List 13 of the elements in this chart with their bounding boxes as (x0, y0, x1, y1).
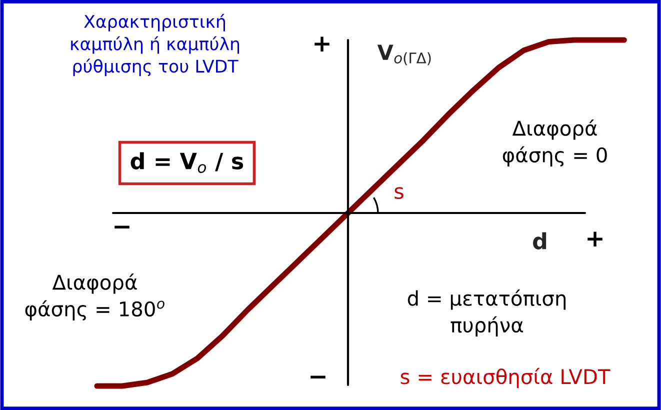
annotation: − (114, 226, 130, 228)
annotation: s = ευαισθησία LVDT (400, 368, 610, 388)
chart-title: Χαρακτηριστική καμπύλη ή καμπύλη ρύθμισης του LVDT (71, 14, 240, 76)
annotation: + (588, 232, 602, 247)
x-axis-title: d (533, 232, 546, 250)
y-axis-title: V$_{o(ΓΔ)}$ (377, 44, 431, 66)
annotation: − (310, 376, 326, 378)
annotation: d = V$_{o}$ / s (130, 152, 244, 173)
annotation: Διαφορά φάσης = 180$^{o}$ (25, 273, 164, 321)
annotation: s (394, 187, 404, 200)
annotation: + (314, 36, 330, 52)
annotation: d = μετατόπιση πυρήνα (408, 289, 566, 337)
annotation: Διαφορά φάσης = 0 (502, 119, 607, 167)
